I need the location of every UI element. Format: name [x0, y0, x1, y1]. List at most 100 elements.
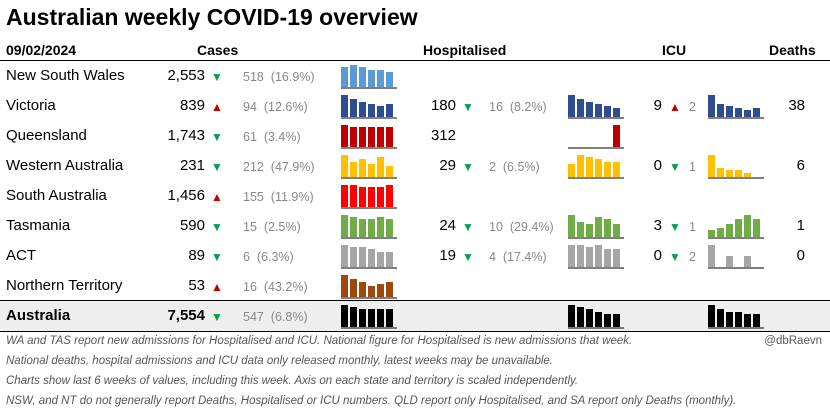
spark-bar: [350, 247, 357, 267]
spark-bar: [613, 314, 620, 327]
trend-down-icon: ▼: [462, 250, 474, 264]
cases-sparkline: [341, 155, 397, 179]
spark-bar: [377, 157, 384, 177]
trend-down-icon: ▼: [669, 220, 681, 234]
hospitalised-change: 4 (17.4%): [489, 250, 547, 264]
icu-value: 0: [653, 157, 662, 174]
spark-bar: [386, 72, 393, 87]
icu-change: 1: [689, 160, 696, 174]
spark-bar: [717, 309, 724, 327]
spark-bar: [604, 314, 611, 327]
spark-bar: [341, 215, 348, 237]
footnote-4: NSW, and NT do not generally report Deat…: [6, 395, 737, 407]
spark-bar: [586, 247, 593, 267]
spark-bar: [350, 279, 357, 297]
state-name: South Australia: [6, 187, 107, 204]
spark-bar: [726, 170, 733, 177]
icu-change: 2: [689, 250, 696, 264]
column-header-deaths: Deaths: [769, 42, 816, 58]
hospitalised-value: 24: [439, 217, 456, 234]
spark-bar: [368, 249, 375, 267]
spark-bar: [744, 110, 751, 117]
icu-sparkline: [708, 245, 764, 269]
icu-sparkline: [708, 215, 764, 239]
cases-value: 231: [179, 157, 205, 174]
report-date: 09/02/2024: [6, 42, 77, 58]
spark-bar: [386, 127, 393, 147]
column-header-cases: Cases: [197, 42, 239, 58]
spark-bar: [577, 155, 584, 177]
spark-bar: [586, 224, 593, 237]
table-row: Tasmania 590 ▼ 15 (2.5%) 24 ▼ 10 (29.4%) 3 ▼ 1 1: [0, 211, 830, 241]
table-row: Western Australia 231 ▼ 212 (47.9%) 29 ▼ 2 (6.…: [0, 151, 830, 181]
spark-bar: [341, 67, 348, 87]
spark-bar: [341, 305, 348, 327]
trend-down-icon: ▼: [211, 220, 223, 234]
spark-bar: [368, 309, 375, 327]
spark-bar: [386, 282, 393, 297]
spark-bar: [577, 222, 584, 237]
spark-bar: [586, 157, 593, 177]
spark-bar: [604, 249, 611, 267]
cases-value: 1,456: [167, 187, 205, 204]
spark-bar: [341, 185, 348, 207]
spark-bar: [359, 309, 366, 327]
spark-bar: [717, 228, 724, 237]
spark-bar: [613, 108, 620, 117]
spark-bar: [613, 249, 620, 267]
cases-value: 839: [179, 97, 205, 114]
cases-change: 155 (11.9%): [243, 190, 314, 204]
spark-bar: [708, 95, 715, 117]
trend-up-icon: ▲: [669, 100, 681, 114]
icu-value: 0: [653, 247, 662, 264]
hospitalised-change: 16 (8.2%): [489, 100, 547, 114]
cases-sparkline: [341, 245, 397, 269]
footnote-3: Charts show last 6 weeks of values, incl…: [6, 375, 579, 387]
spark-bar: [386, 166, 393, 177]
spark-bar: [377, 70, 384, 87]
spark-bar: [359, 67, 366, 87]
spark-bar: [595, 159, 602, 177]
spark-bar: [368, 187, 375, 207]
deaths-value: 38: [788, 97, 805, 114]
spark-bar: [341, 155, 348, 177]
spark-bar: [386, 219, 393, 237]
cases-value: 1,743: [167, 127, 205, 144]
spark-bar: [577, 307, 584, 327]
cases-sparkline: [341, 65, 397, 89]
table-row: New South Wales 2,553 ▼ 518 (16.9%): [0, 61, 830, 91]
spark-bar: [359, 247, 366, 267]
trend-down-icon: ▼: [211, 160, 223, 174]
cases-sparkline: [341, 215, 397, 239]
hospitalised-change: 2 (6.5%): [489, 160, 540, 174]
state-name: Western Australia: [6, 157, 124, 174]
spark-bar: [359, 102, 366, 117]
spark-bar: [708, 230, 715, 237]
spark-bar: [368, 127, 375, 147]
hospitalised-sparkline: [568, 215, 624, 239]
hospitalised-value: 19: [439, 247, 456, 264]
spark-bar: [377, 284, 384, 297]
spark-bar: [350, 127, 357, 147]
trend-down-icon: ▼: [211, 70, 223, 84]
total-divider: [0, 300, 830, 301]
spark-bar: [735, 219, 742, 237]
cases-value: 590: [179, 217, 205, 234]
spark-bar: [744, 215, 751, 237]
cases-value: 7,554: [167, 307, 205, 324]
column-header-hospitalised: Hospitalised: [423, 42, 507, 58]
hospitalised-value: 312: [430, 127, 456, 144]
state-name: Tasmania: [6, 217, 71, 234]
spark-bar: [595, 312, 602, 327]
spark-bar: [350, 185, 357, 207]
spark-bar: [604, 219, 611, 237]
spark-bar: [744, 256, 751, 267]
state-name: ACT: [6, 247, 36, 264]
footer-divider: [0, 331, 830, 332]
spark-bar: [377, 127, 384, 147]
spark-bar: [341, 95, 348, 117]
state-name: Victoria: [6, 97, 56, 114]
spark-bar: [368, 104, 375, 117]
cases-sparkline: [341, 185, 397, 209]
spark-bar: [726, 106, 733, 117]
